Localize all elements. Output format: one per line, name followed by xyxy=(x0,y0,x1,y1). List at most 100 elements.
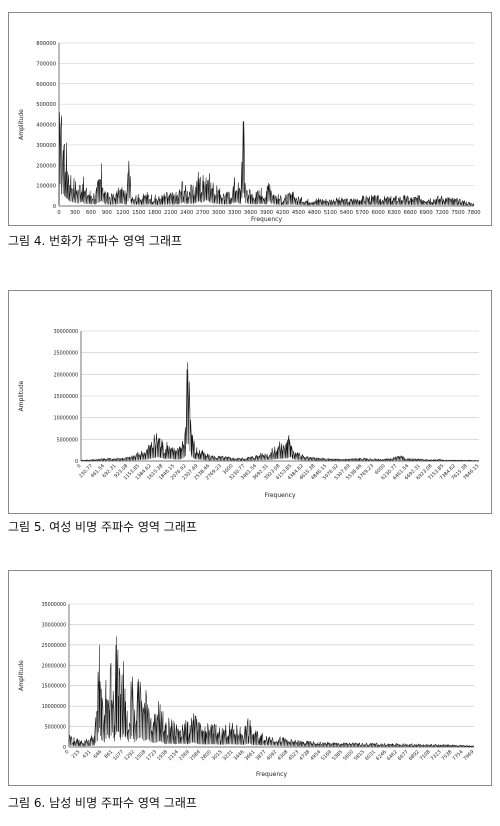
x-tick-label: 7200 xyxy=(435,210,448,216)
x-tick-label: 861 xyxy=(103,749,114,760)
x-tick-label: 2584 xyxy=(189,749,202,762)
x-tick-label: 1938 xyxy=(156,749,169,762)
y-tick-label: 5000000 xyxy=(45,725,66,731)
x-tick-label: 6462 xyxy=(386,749,399,762)
x-tick-label: 5815 xyxy=(353,749,366,762)
y-tick-label: 0 xyxy=(63,745,66,751)
x-tick-label: 0 xyxy=(57,210,60,216)
x-axis-label: Frequency xyxy=(251,216,282,223)
x-tick-label: 4500 xyxy=(292,210,305,216)
x-tick-label: 6600 xyxy=(404,210,417,216)
x-tick-label: 3877 xyxy=(255,749,268,762)
x-tick-label: 646 xyxy=(93,749,104,760)
x-tick-label: 0 xyxy=(64,749,70,755)
chart-frame-3: 0 5000000 10000000 15000000 20000000 25000000… xyxy=(8,570,492,786)
x-tick-label: 7800 xyxy=(467,210,480,216)
x-tick-label: 3446 xyxy=(233,749,246,762)
y-axis-label: Amplitude xyxy=(18,380,25,411)
x-tick-label: 3900 xyxy=(260,210,273,216)
chart-frame-2: 0 5000000 10000000 15000000 20000000 25000000… xyxy=(8,290,492,514)
x-tick-label: 3000 xyxy=(212,210,225,216)
y-tick-label: 600000 xyxy=(36,82,56,88)
x-tick-label: 6900 xyxy=(420,210,433,216)
y-tick-label: 20000000 xyxy=(54,372,78,378)
y-tick-label: 20000000 xyxy=(42,663,66,669)
x-tick-label: 300 xyxy=(70,210,80,216)
x-tick-label: 4738 xyxy=(298,749,311,762)
x-tick-label: 4523 xyxy=(287,749,300,762)
series-line xyxy=(58,112,475,206)
chart-1: 0 100000 200000 300000 400000 500000 600000 700… xyxy=(18,41,481,223)
y-tick-label: 5000000 xyxy=(57,437,78,443)
x-tick-label: 5600 xyxy=(342,749,355,762)
x-tick-label: 1800 xyxy=(148,210,161,216)
y-tick-label: 0 xyxy=(53,204,56,210)
x-tick-label: 1500 xyxy=(132,210,145,216)
y-axis-label: Amplitude xyxy=(18,109,25,140)
x-tick-label: 4800 xyxy=(308,210,321,216)
x-tick-label: 2100 xyxy=(164,210,177,216)
x-tick-label: 6031 xyxy=(364,749,377,762)
y-tick-label: 30000000 xyxy=(42,622,66,628)
x-tick-label: 7323 xyxy=(430,749,443,762)
x-tick-label: 1508 xyxy=(134,749,147,762)
y-tick-label: 500000 xyxy=(36,102,56,108)
x-tick-label: 5100 xyxy=(324,210,337,216)
y-tick-label: 700000 xyxy=(36,61,56,67)
y-tick-label: 30000000 xyxy=(54,329,78,335)
chart-frame-1: 0 100000 200000 300000 400000 500000 600000 700… xyxy=(8,12,492,226)
chart-3: 0 5000000 10000000 15000000 20000000 25000000… xyxy=(18,602,475,778)
x-tick-label: 7754 xyxy=(452,749,465,762)
x-tick-label: 1292 xyxy=(123,749,136,762)
x-tick-label: 5169 xyxy=(320,749,333,762)
x-tick-label: 6677 xyxy=(397,749,410,762)
x-axis-label: Frequency xyxy=(256,771,287,778)
x-tick-label: 215 xyxy=(71,749,82,760)
x-tick-label: 600 xyxy=(86,210,96,216)
x-tick-label: 6300 xyxy=(388,210,401,216)
x-tick-label: 5400 xyxy=(340,210,353,216)
x-axis-label: Frequency xyxy=(265,492,296,499)
series-line xyxy=(68,636,475,748)
y-tick-label: 35000000 xyxy=(42,602,66,608)
caption-figure-4: 그림 4. 번화가 주파수 영역 그래프 xyxy=(8,234,183,248)
y-tick-label: 10000000 xyxy=(54,416,78,422)
y-tick-label: 0 xyxy=(75,459,78,465)
y-tick-label: 200000 xyxy=(36,163,56,169)
x-tick-label: 4954 xyxy=(309,749,322,762)
y-tick-label: 800000 xyxy=(36,41,56,47)
x-tick-label: 3231 xyxy=(222,749,235,762)
series-line xyxy=(80,362,480,462)
y-tick-label: 10000000 xyxy=(42,704,66,710)
chart-2: 0 5000000 10000000 15000000 20000000 25000000… xyxy=(18,329,480,499)
x-tick-label: 2369 xyxy=(178,749,191,762)
x-tick-label: 7500 xyxy=(451,210,464,216)
x-tick-label: 6000 xyxy=(372,210,385,216)
x-tick-label: 3300 xyxy=(228,210,241,216)
x-tick-label: 0 xyxy=(76,463,82,469)
x-tick-label: 4308 xyxy=(276,749,289,762)
caption-figure-6: 그림 6. 남성 비명 주파수 영역 그래프 xyxy=(8,796,197,810)
x-tick-label: 3600 xyxy=(244,210,257,216)
y-tick-label: 15000000 xyxy=(42,684,66,690)
x-tick-label: 5385 xyxy=(331,749,344,762)
x-tick-label: 6892 xyxy=(408,749,421,762)
x-tick-label: 431 xyxy=(82,749,93,760)
x-tick-label: 1723 xyxy=(145,749,158,762)
x-tick-label: 1200 xyxy=(116,210,129,216)
x-tick-label: 3015 xyxy=(211,749,224,762)
y-axis-label: Amplitude xyxy=(18,660,25,691)
y-tick-label: 25000000 xyxy=(54,351,78,357)
x-tick-label: 1077 xyxy=(112,749,125,762)
y-tick-label: 300000 xyxy=(36,143,56,149)
x-tick-label: 4092 xyxy=(266,749,279,762)
x-tick-label: 5700 xyxy=(356,210,369,216)
x-tick-label: 2700 xyxy=(196,210,209,216)
y-tick-label: 25000000 xyxy=(42,643,66,649)
x-tick-label: 7108 xyxy=(419,749,432,762)
x-tick-label: 3661 xyxy=(244,749,257,762)
y-tick-label: 400000 xyxy=(36,123,56,129)
x-tick-label: 7538 xyxy=(441,749,454,762)
x-tick-label: 4200 xyxy=(276,210,289,216)
x-tick-label: 900 xyxy=(102,210,112,216)
